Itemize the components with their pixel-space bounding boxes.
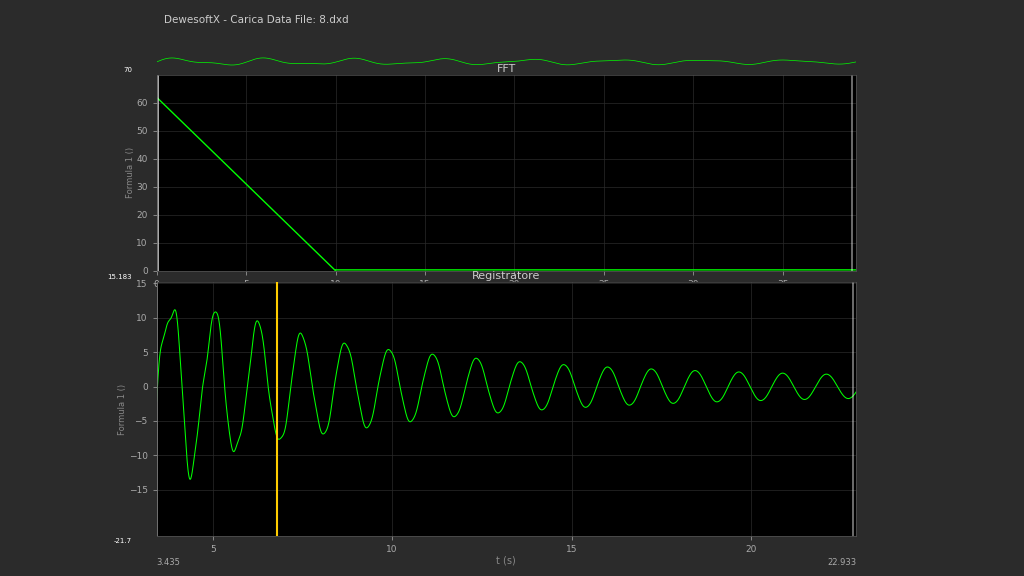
Y-axis label: Formula 1 (): Formula 1 () (126, 147, 135, 198)
Y-axis label: Formula 1 (): Formula 1 () (118, 384, 127, 434)
Text: -21.7: -21.7 (114, 538, 132, 544)
Text: 0: 0 (157, 289, 162, 297)
Text: 22.933: 22.933 (827, 559, 856, 567)
Title: Registratore: Registratore (472, 271, 541, 282)
Text: 3.435: 3.435 (157, 559, 180, 567)
X-axis label: f (Hz): f (Hz) (494, 290, 519, 300)
Title: FFT: FFT (497, 64, 516, 74)
Text: 15.183: 15.183 (108, 274, 132, 280)
Text: DewesoftX - Carica Data File: 8.dxd: DewesoftX - Carica Data File: 8.dxd (164, 15, 348, 25)
Text: 39.1: 39.1 (838, 293, 856, 302)
X-axis label: t (s): t (s) (497, 555, 516, 565)
Text: 70: 70 (123, 67, 132, 73)
